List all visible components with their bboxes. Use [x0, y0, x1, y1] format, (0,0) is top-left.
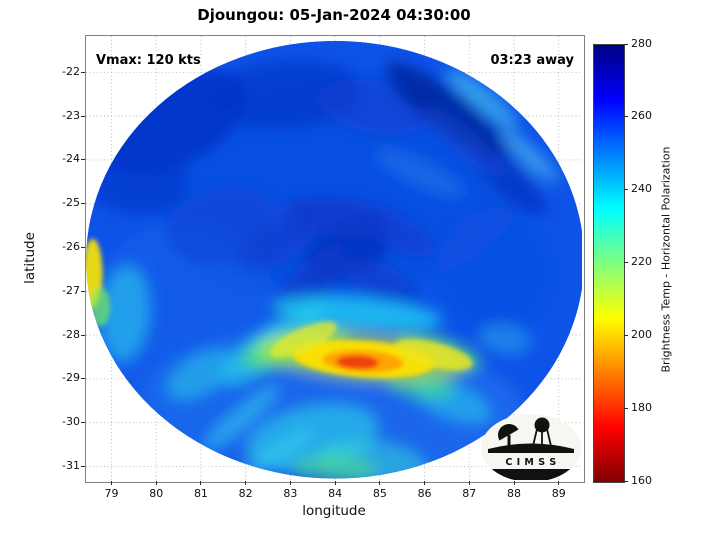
swath-feature: [437, 208, 555, 340]
colorbar-tick-label: 220: [631, 255, 652, 268]
logo-text: C I M S S: [505, 457, 556, 468]
x-tick-mark: [289, 481, 291, 485]
swath-feature: [501, 128, 559, 183]
logo-radome-legs: [532, 428, 552, 447]
satellite-swath-plot: C I M S S: [86, 36, 585, 482]
x-tick-label: 85: [372, 487, 387, 500]
swath-feature: [394, 339, 473, 371]
y-tick-mark: [81, 203, 85, 205]
colorbar-tick-label: 180: [631, 400, 652, 414]
x-tick-label: 89: [551, 487, 566, 500]
logo-bottom-band: [481, 469, 581, 482]
y-tick-mark: [81, 334, 85, 336]
x-tick-label: 79: [104, 487, 119, 500]
y-tick-label: -26: [62, 239, 80, 253]
swath-feature: [166, 348, 236, 401]
y-tick-label: -31: [62, 458, 80, 472]
y-tick-label: -30: [62, 415, 80, 429]
vmax-annotation: Vmax: 120 kts: [96, 53, 201, 68]
colorbar-tick-label: 160: [631, 473, 652, 487]
colorbar-tick-label: 280: [631, 36, 652, 50]
swath-feature: [90, 286, 111, 327]
swath-feature: [239, 427, 315, 479]
y-tick-mark: [81, 71, 85, 73]
swath-feature: [100, 265, 150, 362]
y-tick-mark: [81, 290, 85, 292]
x-tick-mark: [379, 481, 381, 485]
swath-feature: [237, 214, 317, 272]
logo-radome-icon: [534, 417, 550, 433]
swath-feature: [292, 454, 378, 479]
x-tick-label: 84: [328, 487, 343, 500]
swath-feature: [375, 149, 466, 198]
plot-title: Djoungou: 05-Jan-2024 04:30:00: [197, 6, 471, 24]
colorbar-label: Brightness Temp - Horizontal Polarizatio…: [659, 146, 673, 373]
colorbar-tick-mark: [624, 43, 628, 45]
swath-feature: [447, 68, 518, 129]
swath-feature: [343, 257, 421, 308]
swath-feature: [478, 323, 532, 356]
logo-dish-icon: [498, 424, 519, 441]
swath-feature: [165, 187, 281, 264]
colorbar-tick-mark: [624, 262, 628, 263]
x-tick-mark: [424, 481, 426, 485]
x-tick-mark: [110, 481, 112, 485]
colorbar-tick-mark: [624, 116, 628, 118]
y-tick-label: -29: [62, 371, 80, 385]
y-tick-label: -25: [62, 196, 80, 210]
x-tick-mark: [558, 481, 560, 485]
y-tick-mark: [81, 159, 85, 161]
x-tick-mark: [334, 481, 336, 485]
colorbar-tick-label: 240: [631, 182, 652, 196]
swath-feature: [202, 385, 280, 451]
y-tick-label: -24: [62, 152, 80, 166]
colorbar-tick-mark: [624, 189, 628, 191]
x-axis-label: longitude: [302, 503, 366, 519]
x-tick-label: 82: [238, 487, 253, 500]
x-tick-mark: [200, 481, 202, 485]
colorbar-tick-label: 200: [631, 327, 652, 341]
swath-feature: [353, 202, 433, 257]
swath-feature: [422, 106, 507, 179]
y-tick-label: -23: [62, 108, 80, 122]
x-tick-mark: [513, 481, 515, 485]
swath-soft-features: [86, 58, 559, 479]
x-tick-label: 88: [507, 487, 522, 500]
y-tick-mark: [81, 378, 85, 380]
y-tick-mark: [81, 465, 85, 467]
colorbar: [593, 44, 625, 483]
x-tick-label: 80: [149, 487, 164, 500]
swath-feature: [336, 355, 379, 370]
x-tick-label: 81: [193, 487, 208, 500]
y-tick-label: -22: [62, 64, 80, 78]
x-tick-label: 83: [283, 487, 298, 500]
colorbar-tick-label: 260: [631, 109, 652, 123]
logo-dish-mast: [507, 435, 511, 448]
x-tick-label: 86: [417, 487, 432, 500]
swath-feature: [270, 321, 337, 358]
colorbar-tick-mark: [624, 407, 628, 409]
y-tick-mark: [81, 115, 85, 117]
plot-axes: C I M S S Vmax: 120 kts 03:23 away: [85, 35, 585, 483]
y-tick-label: -28: [62, 327, 80, 341]
swath: [86, 40, 585, 479]
x-tick-mark: [155, 481, 157, 485]
x-tick-mark: [468, 481, 470, 485]
y-tick-mark: [81, 246, 85, 248]
y-tick-mark: [81, 422, 85, 424]
eta-annotation: 03:23 away: [490, 53, 574, 68]
x-tick-mark: [245, 481, 247, 485]
colorbar-tick-mark: [624, 480, 628, 482]
y-tick-label: -27: [62, 283, 80, 297]
x-tick-label: 87: [462, 487, 477, 500]
colorbar-tick-mark: [624, 334, 628, 336]
